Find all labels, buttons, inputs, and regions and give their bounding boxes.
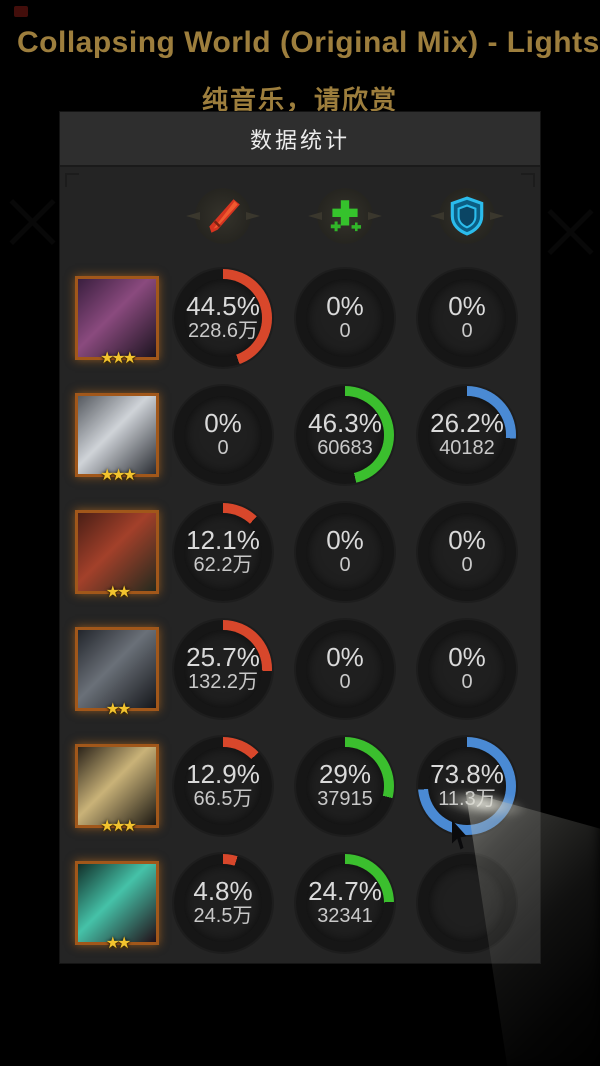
stat-percent: 44.5% [186, 290, 260, 321]
hero-avatar[interactable] [75, 509, 159, 594]
stat-ring-damage: 12.9% 66.5万 [174, 736, 272, 835]
hero-portrait-art [78, 746, 156, 825]
record-indicator-icon [14, 6, 28, 17]
stat-ring-defense: 0% 0 [418, 619, 516, 718]
stat-value: 0 [461, 554, 473, 577]
stat-value: 40182 [439, 437, 495, 460]
stat-percent: 25.7% [186, 641, 260, 672]
stat-ring-defense: 0% 0 [418, 268, 516, 367]
hero-portrait-art [78, 629, 156, 708]
stat-ring-damage: 44.5% 228.6万 [174, 268, 272, 367]
stat-percent: 0% [448, 290, 486, 321]
stat-ring-damage: 4.8% 24.5万 [174, 853, 272, 952]
hero-avatar[interactable] [75, 392, 159, 477]
stat-value: 0 [339, 671, 351, 694]
column-header-defense [406, 188, 528, 244]
stat-value: 132.2万 [187, 671, 259, 694]
stat-percent: 0% [204, 407, 242, 438]
stat-value: 60683 [317, 437, 373, 460]
hero-portrait-art [78, 395, 156, 474]
stat-percent: 0% [326, 641, 364, 672]
stat-value: 228.6万 [187, 320, 259, 343]
hero-stats-row: ★★ 4.8% 24.5万 24.7% 32341 [72, 844, 528, 961]
wing-decoration-right [544, 206, 596, 258]
hero-avatar-box: ★★ [72, 626, 162, 718]
stat-value: 37915 [317, 788, 373, 811]
hero-avatar[interactable] [75, 626, 159, 711]
stat-value: 66.5万 [193, 788, 253, 811]
stat-value: 0 [339, 320, 351, 343]
hero-portrait-art [78, 278, 156, 357]
hero-avatar[interactable] [75, 743, 159, 828]
stat-ring-defense: 26.2% 40182 [418, 385, 516, 484]
stat-value: 62.2万 [193, 554, 253, 577]
stat-percent: 46.3% [308, 407, 382, 438]
stat-ring-defense: 0% 0 [418, 502, 516, 601]
column-header-damage [162, 188, 284, 244]
stat-value: 0 [461, 671, 473, 694]
shield-icon [439, 188, 495, 244]
hero-avatar[interactable] [75, 860, 159, 945]
stat-value: 0 [217, 437, 229, 460]
stat-percent: 0% [448, 641, 486, 672]
dialog-title: 数据统计 [249, 127, 350, 153]
hero-portrait-art [78, 863, 156, 942]
stat-percent: 24.7% [308, 875, 382, 906]
hero-stats-row: ★★★ 0% 0 46.3% 60683 26.2% 401 [72, 376, 528, 493]
stat-percent: 12.1% [186, 524, 260, 555]
stat-ring-damage: 25.7% 132.2万 [174, 619, 272, 718]
wing-decoration-left [6, 196, 58, 248]
stat-ring-healing: 0% 0 [296, 502, 394, 601]
stat-ring-damage: 12.1% 62.2万 [174, 502, 272, 601]
stat-percent: 4.8% [193, 875, 253, 906]
dialog-body: ★★★ 44.5% 228.6万 0% 0 0% 0 [60, 167, 540, 963]
hero-star-rating: ★★ [105, 934, 132, 952]
hero-star-rating: ★★ [105, 700, 132, 718]
column-header-healing [284, 188, 406, 244]
music-subtitle: 纯音乐，请欣赏 [201, 85, 398, 115]
hero-stats-row: ★★★ 44.5% 228.6万 0% 0 0% 0 [72, 259, 528, 376]
stat-ring-healing: 29% 37915 [296, 736, 394, 835]
hero-avatar-box: ★★★ [72, 743, 162, 835]
hero-avatar[interactable] [75, 275, 159, 360]
stats-dialog: 数据统计 [60, 112, 540, 963]
dialog-header: 数据统计 [60, 112, 540, 167]
stat-percent: 12.9% [186, 758, 260, 789]
stat-ring-healing: 46.3% 60683 [296, 385, 394, 484]
stat-percent: 0% [326, 524, 364, 555]
hero-star-rating: ★★★ [99, 817, 137, 835]
stat-value: 24.5万 [193, 905, 253, 928]
hero-star-rating: ★★★ [99, 466, 137, 484]
stat-value: 32341 [317, 905, 373, 928]
stat-value: 0 [339, 554, 351, 577]
stat-ring-healing: 24.7% 32341 [296, 853, 394, 952]
stat-ring-healing: 0% 0 [296, 619, 394, 718]
hero-avatar-box: ★★ [72, 509, 162, 601]
stat-value: 0 [461, 320, 473, 343]
sword-icon [195, 188, 251, 244]
hero-star-rating: ★★★ [99, 349, 137, 367]
heal-cross-icon [317, 188, 373, 244]
hero-avatar-box: ★★★ [72, 275, 162, 367]
hero-stats-row: ★★★ 12.9% 66.5万 29% 37915 73.8% [72, 727, 528, 844]
stat-percent: 73.8% [430, 758, 504, 789]
stat-percent: 0% [326, 290, 364, 321]
column-header-row [60, 167, 540, 259]
stat-percent: 26.2% [430, 407, 504, 438]
stat-ring-damage: 0% 0 [174, 385, 272, 484]
hero-avatar-box: ★★★ [72, 392, 162, 484]
stat-ring-healing: 0% 0 [296, 268, 394, 367]
hero-avatar-box: ★★ [72, 860, 162, 952]
hero-portrait-art [78, 512, 156, 591]
stat-percent: 0% [448, 524, 486, 555]
stat-percent: 29% [318, 758, 372, 789]
music-track-title: Collapsing World (Original Mix) - Lights… [17, 26, 600, 59]
hero-stats-row: ★★ 25.7% 132.2万 0% 0 0% 0 [72, 610, 528, 727]
stats-rows: ★★★ 44.5% 228.6万 0% 0 0% 0 [60, 259, 540, 961]
hero-star-rating: ★★ [105, 583, 132, 601]
hero-stats-row: ★★ 12.1% 62.2万 0% 0 0% 0 [72, 493, 528, 610]
stat-ring-defense [418, 853, 516, 952]
stat-ring-defense: 73.8% 11.3万 [418, 736, 516, 835]
stat-value: 11.3万 [438, 788, 496, 811]
